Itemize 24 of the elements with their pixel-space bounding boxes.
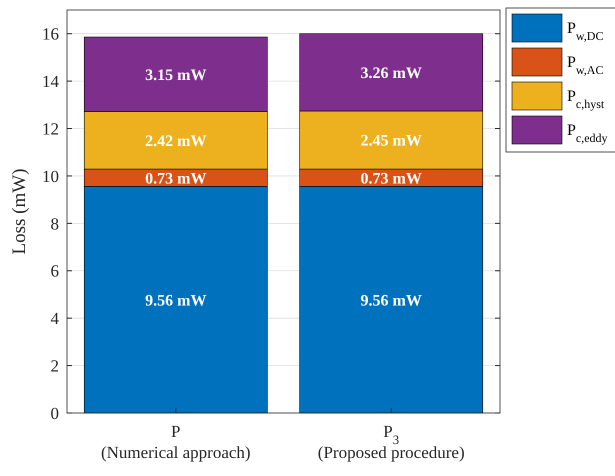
y-tick-label: 10 [42,166,59,186]
x-tick-label: P (Numerical approach) [100,422,251,462]
data-label: 0.73 mW [145,170,206,188]
legend-label: P$_{w,DC}$ [567,20,604,43]
y-tick-label: 14 [42,72,60,92]
y-tick-label: 4 [50,309,60,328]
data-label: 9.56 mW [360,292,422,310]
data-label: 2.45 mW [360,132,422,150]
y-tick-label: 16 [42,24,59,44]
y-tick-label: 2 [50,356,59,376]
legend-label: P$_{c,hyst}$ [567,88,605,111]
legend-label: P$_{c,eddy}$ [567,122,608,145]
x-tick-label: P$_{3}$ (Proposed procedure) [318,422,465,462]
y-axis-title: Loss (mW) [9,168,30,255]
data-label: 2.42 mW [145,132,206,150]
y-tick-label: 12 [42,119,59,138]
y-tick-label: 6 [50,262,59,281]
legend-label: P$_{w,AC}$ [567,54,604,77]
data-label: 3.26 mW [360,64,422,82]
data-label: 3.15 mW [145,66,206,84]
y-tick-label: 8 [50,214,59,234]
data-label: 9.56 mW [145,292,206,310]
y-tick-label: 0 [50,404,59,423]
data-label: 0.73 mW [360,170,422,188]
